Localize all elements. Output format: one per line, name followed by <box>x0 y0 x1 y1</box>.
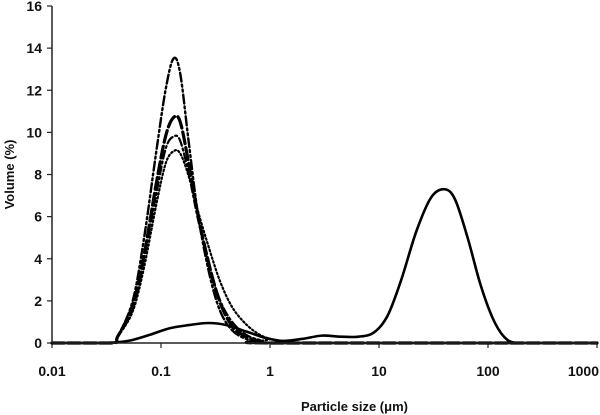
series-line-solid <box>50 187 599 345</box>
x-tick-label: 100 <box>476 363 500 379</box>
y-axis-ticks: 0 2 4 6 8 10 12 14 16 <box>26 0 52 351</box>
y-tick-label: 14 <box>26 40 42 56</box>
x-tick-label: 0.1 <box>151 363 171 379</box>
y-tick-label: 0 <box>34 335 42 351</box>
y-tick-label: 6 <box>34 209 42 225</box>
x-tick-label: 1 <box>266 363 274 379</box>
series-group <box>50 56 599 345</box>
y-axis-title: Volume (%) <box>2 140 17 210</box>
y-tick-label: 10 <box>26 124 42 140</box>
x-axis-title: Particle size (μm) <box>301 399 408 414</box>
x-tick-label: 10 <box>371 363 387 379</box>
y-tick-label: 16 <box>26 0 42 14</box>
x-tick-label: 0.01 <box>38 363 65 379</box>
series-line-dash-dot <box>50 134 599 345</box>
y-tick-label: 12 <box>26 82 42 98</box>
series-line-dotted <box>50 149 599 345</box>
y-tick-label: 4 <box>34 251 42 267</box>
y-tick-label: 2 <box>34 293 42 309</box>
x-axis-ticks: 0.01 0.1 1 10 100 1000 <box>38 343 599 379</box>
x-tick-label: 1000 <box>568 363 599 379</box>
y-tick-label: 8 <box>34 167 42 183</box>
